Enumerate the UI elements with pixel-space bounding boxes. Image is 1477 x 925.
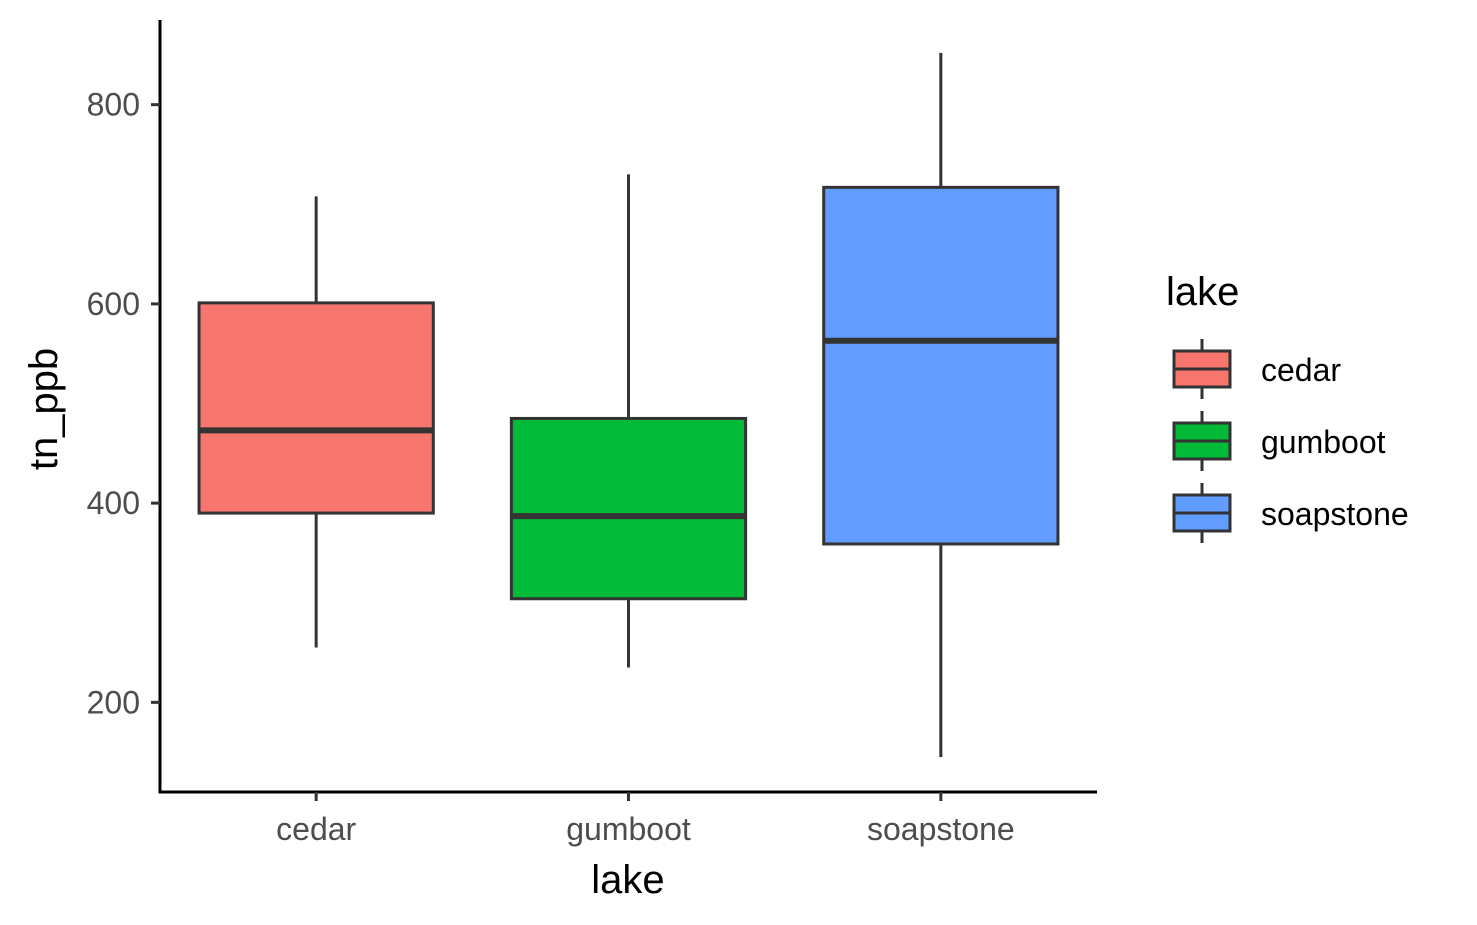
- x-tick-label-soapstone: soapstone: [867, 811, 1015, 847]
- y-tick-label-800: 800: [87, 87, 140, 123]
- legend-item-soapstone: soapstone: [1172, 483, 1409, 543]
- legend-label-gumboot: gumboot: [1261, 424, 1386, 460]
- x-tick-label-gumboot: gumboot: [566, 811, 691, 847]
- legend-label-cedar: cedar: [1261, 352, 1341, 388]
- box-gumboot: [509, 416, 748, 601]
- y-tick-label-200: 200: [87, 684, 140, 720]
- y-tick-label-600: 600: [87, 286, 140, 322]
- legend: lake cedar gumboot soapstone: [1166, 270, 1409, 543]
- legend-label-soapstone: soapstone: [1261, 496, 1409, 532]
- x-axis-title: lake: [591, 858, 664, 902]
- axes: 200 400 600 800 cedar gumboot soapstone: [87, 20, 1097, 847]
- legend-item-gumboot: gumboot: [1172, 411, 1386, 471]
- y-axis-title: tn_ppb: [22, 348, 66, 470]
- y-tick-label-400: 400: [87, 485, 140, 521]
- x-tick-label-cedar: cedar: [276, 811, 356, 847]
- box-group-cedar: [197, 196, 435, 648]
- box-soapstone: [822, 185, 1060, 546]
- box-group-gumboot: [509, 174, 748, 668]
- legend-item-cedar: cedar: [1172, 339, 1341, 399]
- box-cedar: [197, 301, 435, 515]
- box-group-soapstone: [822, 52, 1060, 758]
- plot-area: [197, 52, 1060, 758]
- legend-title: lake: [1166, 270, 1239, 314]
